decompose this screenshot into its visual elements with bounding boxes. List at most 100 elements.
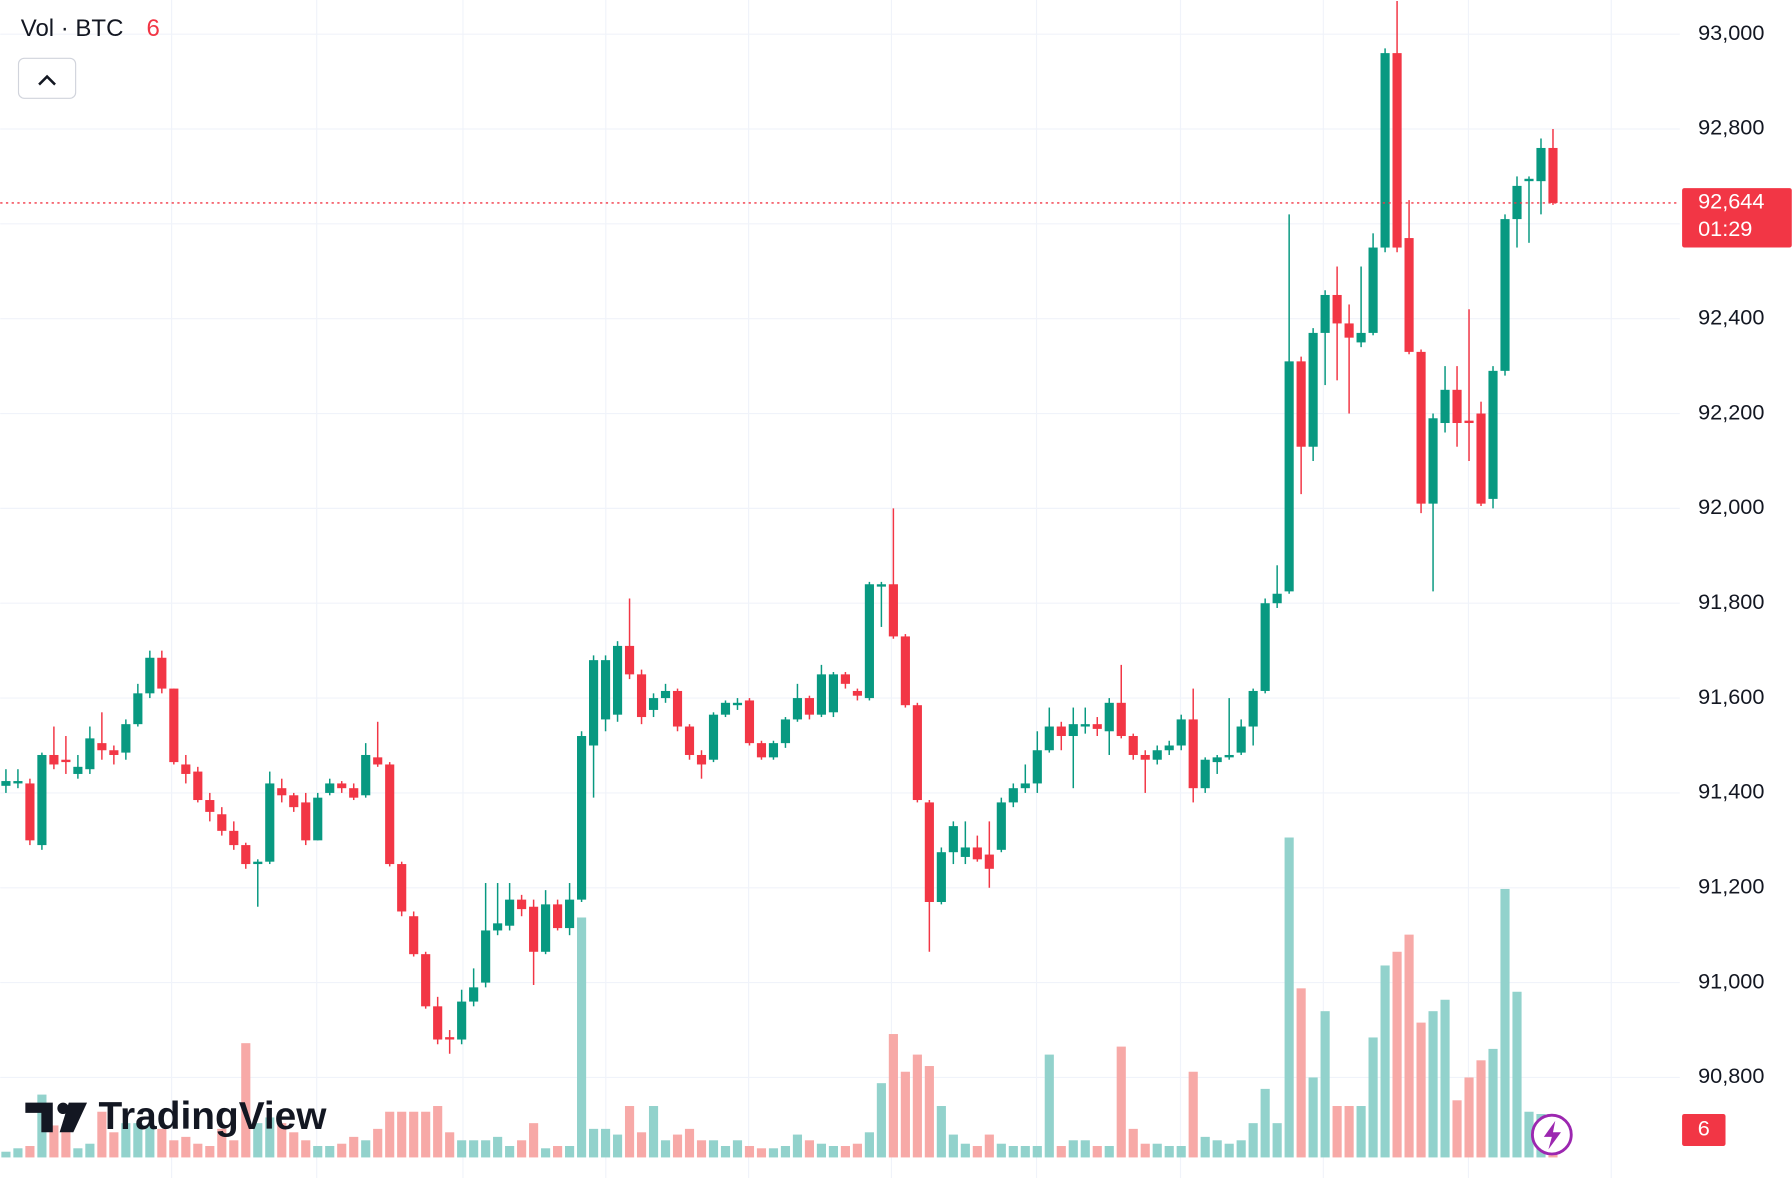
candle-body [1464, 420, 1474, 424]
volume-bar [924, 1066, 934, 1158]
volume-bar [469, 1140, 479, 1158]
volume-bar [373, 1128, 383, 1158]
volume-bar [505, 1146, 515, 1158]
candle-body [361, 754, 371, 796]
volume-bar [720, 1146, 731, 1158]
candle-body [972, 847, 982, 860]
volume-bar [1068, 1140, 1078, 1158]
candle-body [1296, 361, 1306, 447]
candle-body [1260, 603, 1270, 691]
volume-bar [61, 1128, 71, 1158]
candle-body [732, 702, 743, 706]
candle-body [1068, 724, 1078, 737]
y-tick-label: 92,200 [1698, 399, 1764, 424]
candle-body [936, 852, 946, 902]
volume-bar [744, 1146, 755, 1158]
volume-bar [1092, 1146, 1102, 1158]
volume-bar [1524, 1111, 1534, 1158]
volume-bar [409, 1111, 419, 1158]
candle-body [1092, 724, 1102, 729]
volume-badge-label: 6 [1698, 1116, 1710, 1141]
candle-body [421, 954, 431, 1007]
volume-bar [253, 1123, 263, 1158]
candle-body [612, 645, 623, 715]
candle-body [1344, 323, 1354, 338]
volume-bar [1044, 1054, 1054, 1158]
volume-badge [1682, 1114, 1726, 1147]
candle-body [1428, 418, 1438, 504]
candle-body [1176, 719, 1186, 746]
volume-bar [708, 1140, 719, 1158]
y-tick-label: 91,400 [1698, 779, 1764, 804]
volume-bar [1464, 1077, 1474, 1158]
candle-body [61, 759, 71, 763]
brand-logo: TradingView [25, 1095, 327, 1138]
candle-body [109, 750, 119, 755]
volume-bar [1152, 1143, 1162, 1158]
volume-bar [1368, 1037, 1378, 1158]
candle-body [924, 802, 934, 902]
y-tick-label: 91,800 [1698, 589, 1764, 614]
candle-body [1512, 185, 1522, 220]
candle-body [37, 754, 47, 846]
candle-body [876, 584, 886, 587]
candle-body [720, 702, 731, 715]
volume-bar [768, 1148, 779, 1158]
volume-title: Vol · BTC [21, 15, 124, 42]
volume-bar [804, 1140, 815, 1158]
volume-bar [1308, 1077, 1318, 1158]
volume-bar [13, 1148, 23, 1158]
volume-bar [1248, 1123, 1258, 1158]
candle-body [517, 899, 527, 910]
volume-bar [229, 1140, 239, 1158]
candle-body [301, 802, 311, 841]
candle-body [457, 1001, 467, 1040]
volume-bar [1128, 1128, 1138, 1158]
volume-bar [948, 1134, 958, 1158]
candle-body [1440, 389, 1450, 424]
volume-bar [1164, 1146, 1174, 1158]
candle-body [349, 788, 359, 798]
volume-bar [1476, 1060, 1486, 1158]
volume-bar [1500, 888, 1510, 1158]
volume-bar [648, 1106, 659, 1158]
grid [0, 0, 1680, 1178]
candle-body [529, 906, 539, 952]
candle-body [229, 830, 239, 846]
candle-body [1, 781, 11, 786]
candle-body [600, 660, 611, 720]
volume-bar [1404, 934, 1414, 1158]
icon-bolt [1543, 1120, 1561, 1150]
y-tick-label: 92,800 [1698, 115, 1764, 140]
volume-bar [361, 1140, 371, 1158]
y-tick-label: 93,000 [1698, 20, 1764, 45]
candle-body [1308, 332, 1318, 447]
volume-bar [852, 1143, 862, 1158]
volume-bar [397, 1111, 407, 1158]
volume-bar [1116, 1046, 1126, 1158]
volume-bar [960, 1143, 970, 1158]
volume-bar [277, 1123, 287, 1158]
candle-body [1008, 788, 1018, 803]
candle-body [469, 987, 479, 1002]
volume-bar [1488, 1048, 1498, 1158]
volume-bar [996, 1143, 1006, 1158]
candle-body [1224, 754, 1234, 758]
candle-body [205, 800, 215, 812]
assistant-icon[interactable] [1530, 1113, 1573, 1156]
volume-bar [828, 1146, 838, 1158]
candle-body [1104, 702, 1114, 732]
volume-bar [49, 1125, 59, 1158]
volume-bar [1212, 1140, 1222, 1158]
volume-bar [1272, 1123, 1282, 1158]
volume-bar [1380, 965, 1390, 1158]
volume-bar [577, 917, 587, 1158]
volume-bar [672, 1134, 683, 1158]
volume-bar [1056, 1146, 1066, 1158]
volume-value: 6 [146, 15, 159, 42]
candle-body [900, 636, 910, 706]
last-price-label: 92,644 [1698, 189, 1764, 214]
candle-body [253, 861, 263, 865]
candle-body [85, 738, 95, 770]
